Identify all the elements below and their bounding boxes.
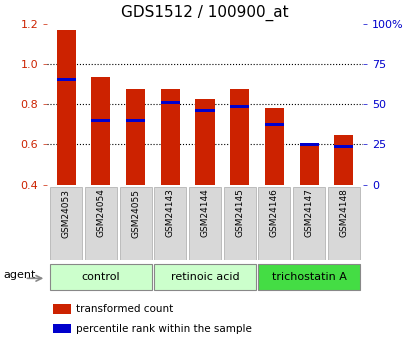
Text: GSM24054: GSM24054 (96, 188, 105, 237)
Text: GSM24148: GSM24148 (338, 188, 347, 237)
Bar (160, 89, 180, 185)
Bar (195, 99, 214, 185)
Bar (258, 187, 290, 260)
Bar (91, 77, 110, 185)
Text: GSM24143: GSM24143 (165, 188, 174, 237)
Bar (85, 187, 117, 260)
Bar (333, 136, 353, 185)
Text: trichostatin A: trichostatin A (271, 272, 346, 282)
Bar (258, 264, 359, 290)
Bar (189, 187, 220, 260)
Bar (229, 105, 249, 108)
Bar (53, 304, 71, 314)
Text: percentile rank within the sample: percentile rank within the sample (75, 324, 251, 334)
Bar (56, 30, 76, 185)
Bar (229, 89, 249, 185)
Text: GSM24055: GSM24055 (131, 188, 140, 237)
Text: transformed count: transformed count (75, 304, 172, 314)
Text: GSM24147: GSM24147 (304, 188, 313, 237)
Bar (50, 187, 82, 260)
Text: GSM24145: GSM24145 (235, 188, 244, 237)
Bar (299, 143, 318, 146)
Bar (154, 264, 255, 290)
Bar (195, 109, 214, 112)
Text: agent: agent (4, 270, 36, 280)
Bar (223, 187, 255, 260)
Bar (160, 101, 180, 104)
Text: control: control (81, 272, 120, 282)
Title: GDS1512 / 100900_at: GDS1512 / 100900_at (121, 5, 288, 21)
Text: retinoic acid: retinoic acid (170, 272, 239, 282)
Bar (50, 264, 151, 290)
Bar (154, 187, 186, 260)
Text: GSM24146: GSM24146 (269, 188, 278, 237)
Bar (327, 187, 359, 260)
Bar (299, 145, 318, 185)
Bar (264, 108, 283, 185)
Bar (292, 187, 324, 260)
Bar (56, 78, 76, 81)
Bar (126, 89, 145, 185)
Text: GSM24053: GSM24053 (62, 188, 71, 237)
Bar (91, 119, 110, 122)
Bar (264, 123, 283, 126)
Bar (53, 324, 71, 334)
Bar (119, 187, 151, 260)
Bar (333, 145, 353, 148)
Bar (126, 119, 145, 122)
Text: GSM24144: GSM24144 (200, 188, 209, 237)
